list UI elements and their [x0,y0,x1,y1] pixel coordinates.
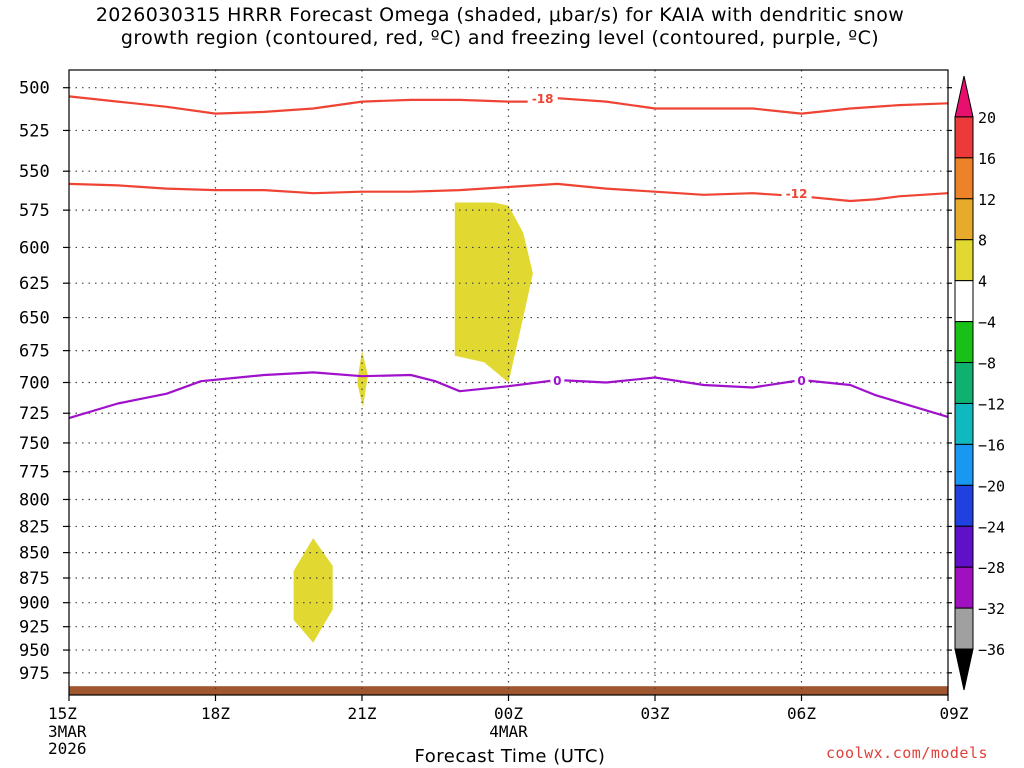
colorbar-swatch [954,239,974,282]
colorbar-swatch [954,566,974,609]
contour-0C [68,371,949,420]
colorbar-label: 8 [978,232,987,250]
omega-shade-region [357,350,368,408]
colorbar-label: −16 [978,436,1005,454]
x-tick-label: 03Z [641,704,670,723]
y-tick-label: 525 [19,121,50,141]
colorbar-label: −8 [978,355,996,373]
y-tick-label: 725 [19,404,50,424]
y-tick-label: 800 [19,490,50,510]
colorbar-swatch [954,198,974,241]
y-tick-label: 925 [19,618,50,638]
colorbar-label: −4 [978,314,996,332]
colorbar-label: 20 [978,109,996,127]
x-tick-sublabel: 3MAR [48,722,87,741]
terrain-band [69,686,948,695]
colorbar-swatch [954,443,974,486]
x-axis-label: Forecast Time (UTC) [414,746,606,767]
y-tick-label: 600 [19,238,50,258]
x-tick-label: 06Z [787,704,816,723]
y-tick-label: 950 [19,641,50,661]
colorbar-swatch [954,525,974,568]
x-tick-sublabel: 2026 [48,739,87,758]
title-line-1: 2026030315 HRRR Forecast Omega (shaded, … [95,4,905,26]
contour--18C [68,95,949,115]
y-tick-label: 625 [19,274,50,294]
colorbar-swatch [954,607,974,650]
contour-label: -12 [786,187,808,201]
colorbar-label: −28 [978,559,1005,577]
x-tick-label: 15Z [48,704,77,723]
omega-shade-region [454,202,533,383]
colorbar-label: −12 [978,395,1005,413]
colorbar-cap-top [954,75,974,118]
credit-text: coolwx.com/models [826,744,989,762]
colorbar-swatch [954,157,974,200]
colorbar-label: 12 [978,191,996,209]
colorbar-swatch [954,321,974,364]
colorbar-label: 16 [978,150,996,168]
y-tick-label: 550 [19,162,50,182]
omega-shade-region [293,538,333,643]
contour-label: -18 [532,92,554,106]
contour-label: 0 [553,374,561,388]
colorbar-label: −24 [978,518,1005,536]
colorbar-swatch [954,402,974,445]
colorbar-label: −32 [978,600,1005,618]
omega-shading [69,202,948,695]
y-tick-label: 650 [19,309,50,329]
colorbar-label: −20 [978,477,1005,495]
y-tick-label: 575 [19,201,50,221]
colorbar-label: −36 [978,641,1005,659]
contour-label: 0 [797,374,805,388]
colorbar: 20 16 12 8 4 −4 −8 −12 −16 −20 −24 −28 −32 −36 [954,75,1005,691]
x-tick-label: 18Z [201,704,230,723]
colorbar-cap-bottom [954,648,974,691]
x-tick-label: 09Z [940,704,969,723]
colorbar-swatch [954,362,974,404]
y-tick-label: 825 [19,517,50,537]
contour-lines: -18 -12 0 0 [68,91,949,420]
colorbar-swatch [954,280,974,323]
contour-label-bg [781,186,812,201]
axes: 500 525 550 575 600 625 650 675 700 725 750 775 800 8… [19,69,969,758]
title-line-2: growth region (contoured, red, ºC) and f… [120,27,880,49]
contour-label-bg [527,91,558,106]
y-tick-label: 750 [19,434,50,454]
y-tick-label: 675 [19,342,50,362]
x-tick-label: 00Z [494,704,523,723]
y-tick-label: 700 [19,374,50,394]
chart-title: 2026030315 HRRR Forecast Omega (shaded, … [0,4,1000,50]
y-tick-label: 500 [19,79,50,99]
colorbar-swatch [954,116,974,159]
x-tick-label: 21Z [348,704,377,723]
colorbar-label: 4 [978,273,987,291]
y-tick-label: 775 [19,463,50,483]
contour--12C [68,182,949,203]
x-tick-sublabel: 4MAR [489,722,528,741]
colorbar-swatch [954,484,974,527]
contour-label-bg [794,372,809,387]
contour-label-bg [550,372,565,387]
y-tick-label: 975 [19,664,50,684]
y-tick-label: 900 [19,594,50,614]
y-tick-label: 875 [19,569,50,589]
y-tick-label: 850 [19,544,50,564]
